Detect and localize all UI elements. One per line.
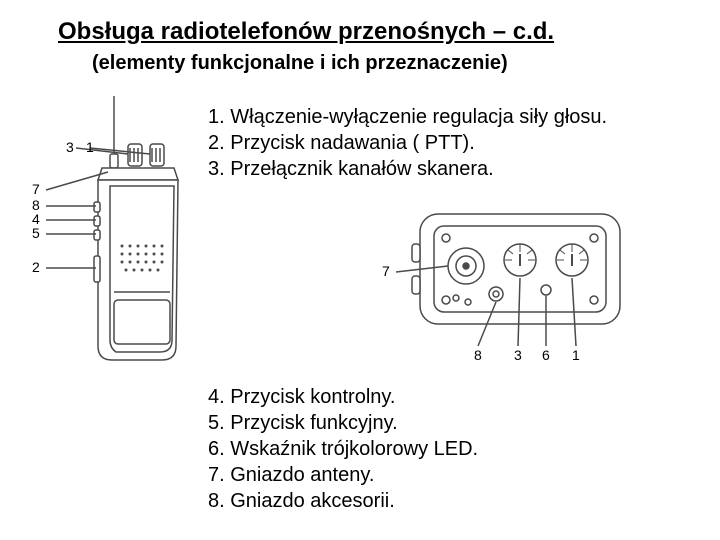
radio-top-svg: 7 8 3 6 1 <box>360 198 650 368</box>
feature-list-bottom: 4. Przycisk kontrolny. 5. Przycisk funkc… <box>208 384 478 514</box>
feature-list-top: 1. Włączenie-wyłączenie regulacja siły g… <box>208 104 607 182</box>
item-number: 7. <box>208 464 225 486</box>
item-text: Przycisk nadawania ( PTT). <box>230 132 475 154</box>
label-1: 1 <box>86 139 94 155</box>
label-2: 2 <box>32 259 40 275</box>
list-item: 4. Przycisk kontrolny. <box>208 384 478 410</box>
label-7: 7 <box>32 181 40 197</box>
list-item: 5. Przycisk funkcyjny. <box>208 410 478 436</box>
list-item: 3. Przełącznik kanałów skanera. <box>208 156 607 182</box>
item-text: Włączenie-wyłączenie regulacja siły głos… <box>230 106 607 128</box>
item-number: 1. <box>208 106 225 128</box>
radio-side-svg: 3 1 7 8 4 5 2 <box>16 96 206 376</box>
item-text: Przycisk kontrolny. <box>230 386 395 408</box>
item-text: Wskaźnik trójkolorowy LED. <box>230 438 478 460</box>
item-number: 5. <box>208 412 225 434</box>
item-number: 3. <box>208 158 225 180</box>
label-7: 7 <box>382 263 390 279</box>
label-3: 3 <box>514 347 522 363</box>
label-6: 6 <box>542 347 550 363</box>
item-number: 2. <box>208 132 225 154</box>
label-1: 1 <box>572 347 580 363</box>
label-5: 5 <box>32 225 40 241</box>
radio-top-diagram: 7 8 3 6 1 <box>360 198 650 368</box>
label-3: 3 <box>66 139 74 155</box>
list-item: 6. Wskaźnik trójkolorowy LED. <box>208 436 478 462</box>
item-number: 8. <box>208 490 225 512</box>
diagram-labels: 3 1 7 8 4 5 2 <box>32 139 94 275</box>
list-item: 1. Włączenie-wyłączenie regulacja siły g… <box>208 104 607 130</box>
list-item: 7. Gniazdo anteny. <box>208 462 478 488</box>
item-text: Przycisk funkcyjny. <box>230 412 397 434</box>
item-number: 4. <box>208 386 225 408</box>
item-text: Gniazdo akcesorii. <box>230 490 395 512</box>
page-title: Obsługa radiotelefonów przenośnych – c.d… <box>58 18 554 46</box>
item-text: Gniazdo anteny. <box>230 464 374 486</box>
label-8: 8 <box>474 347 482 363</box>
page-subtitle: (elementy funkcjonalne i ich przeznaczen… <box>92 52 508 75</box>
item-number: 6. <box>208 438 225 460</box>
list-item: 2. Przycisk nadawania ( PTT). <box>208 130 607 156</box>
radio-side-diagram: 3 1 7 8 4 5 2 <box>16 96 206 376</box>
list-item: 8. Gniazdo akcesorii. <box>208 488 478 514</box>
item-text: Przełącznik kanałów skanera. <box>230 158 493 180</box>
